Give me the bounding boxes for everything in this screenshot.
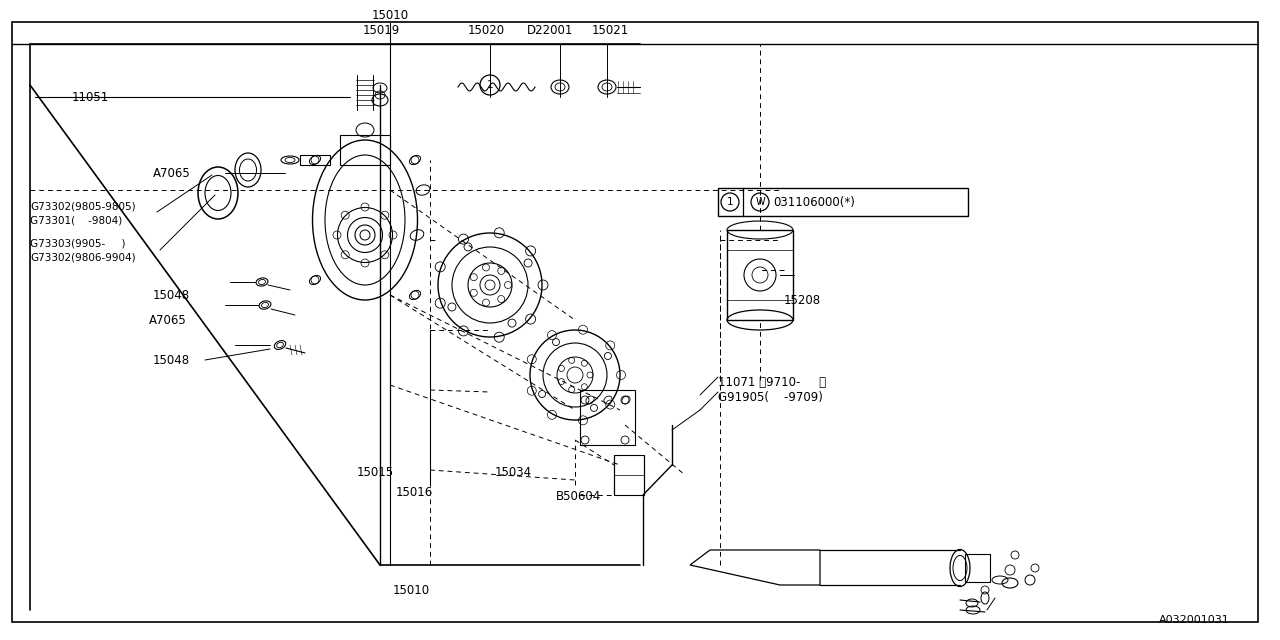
Text: A032001031: A032001031 [1160,615,1230,625]
Text: A7065: A7065 [154,166,191,179]
Text: D22001: D22001 [527,24,573,36]
Text: 15010: 15010 [393,584,430,596]
Text: 15048: 15048 [154,289,191,301]
Text: 11051: 11051 [72,90,109,104]
Text: 15019: 15019 [364,24,401,36]
Text: 1: 1 [486,80,493,90]
Bar [718,188,968,216]
Text: 15020: 15020 [468,24,506,36]
Text: G73303(9905-     ): G73303(9905- ) [29,238,125,248]
Bar [727,230,794,320]
Text: G73302(9806-9904): G73302(9806-9904) [29,252,136,262]
Text: 15016: 15016 [396,486,433,499]
Text: B50604: B50604 [556,490,602,504]
Bar [580,390,635,445]
Text: A7065: A7065 [148,314,187,326]
Text: W: W [755,197,765,207]
Bar [340,135,390,165]
Text: 15048: 15048 [154,353,191,367]
Text: 15021: 15021 [593,24,630,36]
Text: 15034: 15034 [495,465,532,479]
Bar [300,155,330,165]
Text: G73301(    -9804): G73301( -9804) [29,215,123,225]
Bar [965,554,989,582]
Text: 1: 1 [727,197,733,207]
Text: 031106000(*): 031106000(*) [773,195,855,209]
Text: 15208: 15208 [785,294,822,307]
Text: 11071 〈9710-     〉: 11071 〈9710- 〉 [718,376,826,388]
Text: 15015: 15015 [357,465,394,479]
Text: G91905(    -9709): G91905( -9709) [718,392,823,404]
Bar [614,455,644,495]
Text: 15010: 15010 [371,8,408,22]
Text: G73302(9805-9805): G73302(9805-9805) [29,201,136,211]
